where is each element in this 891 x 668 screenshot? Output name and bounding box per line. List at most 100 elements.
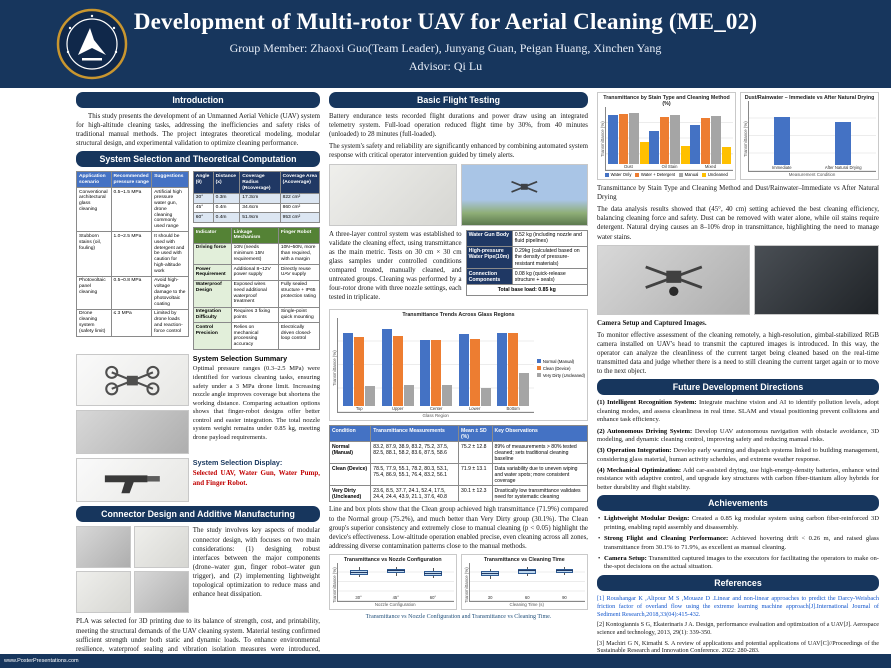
- university-logo-icon: [56, 8, 128, 80]
- column-header: Key Observations: [491, 425, 588, 443]
- bar-Manual: [629, 112, 639, 164]
- table-cell: 0.4m: [212, 202, 241, 214]
- table-cell: 89% of measurements > 80% tested cleaned…: [491, 441, 588, 465]
- chart-plot: Top Upper Center Lower Bottom: [337, 318, 535, 414]
- item-lead: Lightweight Modular Design:: [604, 515, 690, 523]
- table-cell: Avoid high-voltage damage to the photovo…: [151, 275, 189, 310]
- table-cell: Exposed wires need additional waterproof…: [230, 279, 279, 308]
- table-cell: Conventional architectural glass cleanin…: [76, 186, 112, 233]
- reference-item[interactable]: [1] Roushangar K ,Alipour M S ,Mouaze D …: [597, 594, 879, 618]
- item-lead: (4) Mechanical Optimization:: [597, 466, 682, 474]
- pla-text: PLA was selected for 3D printing due to …: [76, 618, 320, 653]
- achievements-list: Lightweight Modular Design: Created a 0.…: [597, 515, 879, 571]
- table-row: Clean (Device) 78.5, 77.9, 55.1, 78.2, 80…: [329, 463, 588, 487]
- table-row: Conventional architectural glass cleanin…: [76, 186, 189, 233]
- y-axis-label: Transmittance (%): [332, 350, 337, 387]
- connector-design-text: The study involves key aspects of modula…: [192, 527, 320, 599]
- water-gun-photo: [76, 458, 189, 503]
- time-boxplot-chart: Transmittance vs Cleaning Time Transmitta…: [460, 553, 588, 610]
- glass-regions-chart: Transmittance Trends Across Glass Region…: [329, 309, 588, 422]
- item-lead: Camera Setup:: [604, 554, 647, 562]
- table-cell: 75.2 ± 12.8: [457, 441, 493, 465]
- table-row: Total base load: 0.85 kg: [465, 284, 588, 296]
- legend-swatch: [537, 373, 542, 378]
- table-row: Drone cleaning system (safety limit) ≤ 3 …: [76, 308, 189, 337]
- connector-print-photo-1: [76, 526, 131, 569]
- bar-Normal (Manual): [458, 333, 469, 407]
- table-cell: Integration Difficulty: [192, 306, 232, 324]
- legend-swatch: [537, 366, 542, 371]
- bar-Transmittance: [773, 116, 790, 165]
- table-cell: 60°: [192, 212, 214, 224]
- bar-Clean (Device): [431, 340, 442, 407]
- category-label: 60: [524, 594, 530, 600]
- item-lead: (2) Autonomous Driving System:: [597, 427, 693, 435]
- bar-Normal (Manual): [381, 329, 392, 407]
- column-header: Angle (θ): [192, 171, 214, 194]
- table-cell: 0.08 kg (quick-release structure + seals…: [511, 268, 588, 286]
- chart-plot: Immediate After Natural Drying: [748, 101, 876, 172]
- poster-body: Introduction This study presents the dev…: [0, 92, 891, 653]
- table-row: Normal (Manual) 83.2, 87.9, 38.9, 83.2, 7…: [329, 441, 588, 465]
- table-cell: 23.6, 8.5, 37.7, 24.1, 52.4, 17.5, 24.4,…: [370, 485, 459, 503]
- table-cell: Power Requirement: [192, 264, 232, 281]
- bar-Very Dirty (Uncleaned): [519, 373, 530, 407]
- bar-Clean (Device): [392, 335, 403, 407]
- table-cell: High-pressure Water Pipe(10m): [465, 245, 513, 270]
- footer-credit: www.PosterPresentations.com: [4, 658, 79, 664]
- legend-label: Uncleaned: [707, 172, 728, 177]
- legend-item: Manual: [679, 172, 698, 177]
- column-header: Suggestions: [151, 171, 189, 188]
- category-label: After Natural Drying: [824, 165, 862, 170]
- legend-label: Very Dirty (Uncleaned): [542, 372, 585, 378]
- table-row: Very Dirty (Uncleaned) 23.6, 8.5, 37.7, 2…: [329, 485, 588, 503]
- table-row: 45° 0.4m 34.6cm 860 cm²: [192, 202, 320, 214]
- section-achievements: Achievements: [597, 495, 879, 512]
- legend-swatch: [702, 172, 707, 177]
- reference-item: [3] Machiri G N, Kirnathi S. A review of…: [597, 639, 879, 654]
- legend-item: Water + Detergent: [635, 172, 675, 177]
- bar-Normal (Manual): [343, 333, 354, 407]
- section-basic-flight-testing: Basic Flight Testing: [329, 92, 588, 108]
- legend-label: Normal (Manual): [542, 358, 575, 364]
- list-item: (2) Autonomous Driving System: Develop U…: [597, 427, 879, 444]
- left-column: Introduction This study presents the dev…: [76, 92, 320, 653]
- table-cell: 860 cm²: [279, 202, 320, 214]
- table-cell: Additional 8~12V power supply: [230, 264, 279, 281]
- table-cell: Connection Components: [465, 268, 513, 286]
- results-analysis-text: Line and box plots show that the Clean g…: [329, 506, 588, 550]
- category-label: Oil Stain: [661, 164, 678, 169]
- median-line: [518, 570, 537, 572]
- nozzle-angle-table: Angle (θ) Distance (x) Coverage Radius (Rc…: [192, 171, 320, 224]
- median-line: [386, 569, 405, 571]
- table-cell: Limited by drone loads and reaction-forc…: [151, 308, 189, 337]
- median-line: [481, 572, 500, 574]
- table-cell: Very Dirty (Uncleaned): [329, 485, 372, 503]
- table-row: Driving force 10N (needs minimum 15N requ…: [192, 242, 320, 266]
- column-header: Coverage Area (Acoverage): [279, 171, 320, 194]
- list-item: Strong Flight and Cleaning Performance: …: [597, 535, 879, 552]
- table-row: Power Requirement Additional 8~12V power …: [192, 264, 320, 281]
- table-cell: 953 cm²: [279, 212, 320, 224]
- y-axis-label: Transmittance (%): [332, 567, 337, 603]
- column-header: Mean ± SD (%): [457, 425, 493, 443]
- item-lead: (1) Intelligent Recognition System:: [597, 399, 697, 407]
- legend-label: Water Only: [610, 172, 632, 177]
- table-cell: 30°: [192, 192, 214, 204]
- poster-header: Development of Multi-rotor UAV for Aeria…: [0, 0, 891, 88]
- introduction-text: This study presents the development of a…: [76, 113, 320, 148]
- column-header: Finger Robot: [277, 227, 320, 244]
- finger-robot-photo: [76, 410, 189, 455]
- table-cell: Artificial high pressure water gun, dron…: [151, 186, 189, 233]
- table-cell: Photovoltaic panel cleaning: [76, 275, 112, 310]
- section-introduction: Introduction: [76, 92, 320, 108]
- table-cell: Relies on mechanical processing accuracy: [230, 322, 279, 351]
- reference-item: [2] Kontogiannis S G, Ekaterinaris J A. …: [597, 621, 879, 637]
- drone-silhouette-icon: [105, 365, 160, 396]
- table-cell: 45°: [192, 202, 214, 214]
- right-column: Transmittance by Stain Type and Cleaning…: [597, 92, 879, 653]
- x-axis-label: Cleaning Time (s): [509, 601, 544, 607]
- category-label: Lower: [468, 406, 481, 412]
- connector-print-photo-2: [133, 526, 189, 569]
